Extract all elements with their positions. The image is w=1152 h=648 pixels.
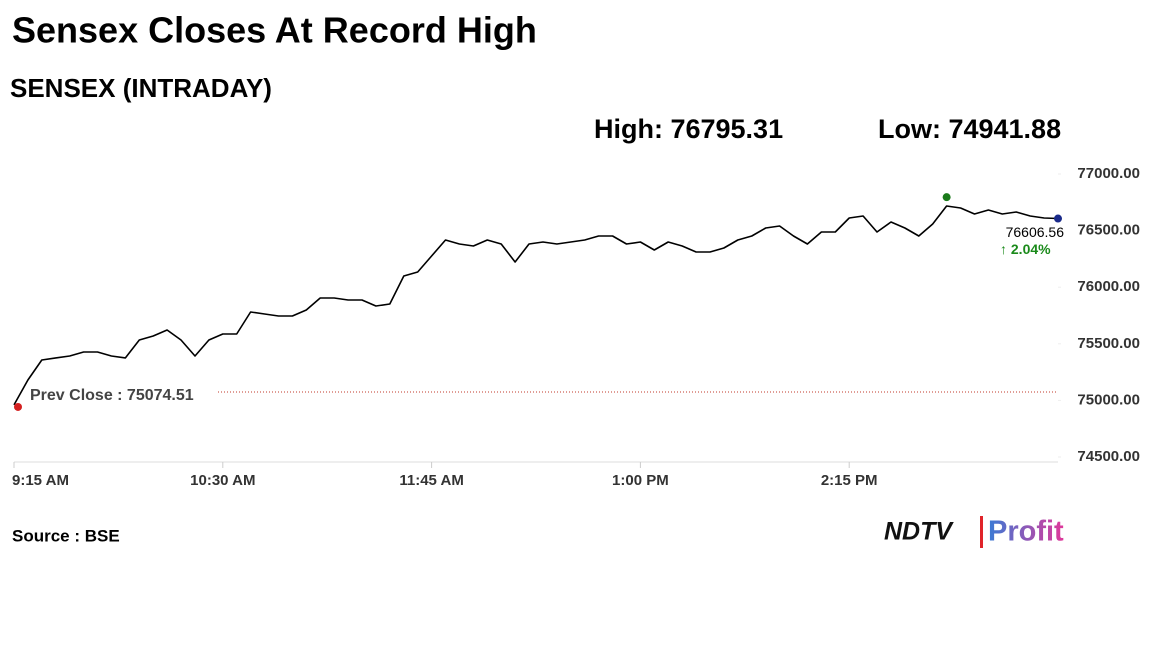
y-tick-label: 76000.00 <box>1077 278 1140 295</box>
high-label: High: 76795.31 <box>594 114 783 144</box>
y-tick-label: 74500.00 <box>1077 448 1140 465</box>
x-tick-label: 9:15 AM <box>12 472 69 489</box>
price-line <box>13 205 1059 406</box>
x-tick-label: 10:30 AM <box>190 472 255 489</box>
logo-product: Profit <box>988 516 1064 548</box>
x-tick-label: 11:45 AM <box>399 472 463 489</box>
logo-divider <box>980 516 983 548</box>
last-value-label: 76606.56 <box>1006 224 1065 240</box>
low-marker <box>14 402 22 411</box>
y-tick-label: 75000.00 <box>1077 391 1140 408</box>
last-marker <box>1054 214 1062 223</box>
y-tick-label: 76500.00 <box>1077 222 1140 239</box>
source: Source : BSE <box>12 526 120 545</box>
y-tick-label: 77000.00 <box>1077 165 1140 182</box>
chart-subtitle: SENSEX (INTRADAY) <box>10 73 272 103</box>
prev-close-label: Prev Close : 75074.51 <box>30 387 194 404</box>
x-tick-label: 2:15 PM <box>821 472 878 489</box>
x-tick-label: 1:00 PM <box>612 472 669 489</box>
high-marker <box>942 193 951 202</box>
low-label: Low: 74941.88 <box>878 114 1061 144</box>
change-label: ↑ 2.04% <box>1000 241 1051 257</box>
y-tick-label: 75500.00 <box>1077 335 1140 352</box>
logo-brand: NDTV <box>884 518 954 546</box>
chart-title: Sensex Closes At Record High <box>12 10 537 51</box>
